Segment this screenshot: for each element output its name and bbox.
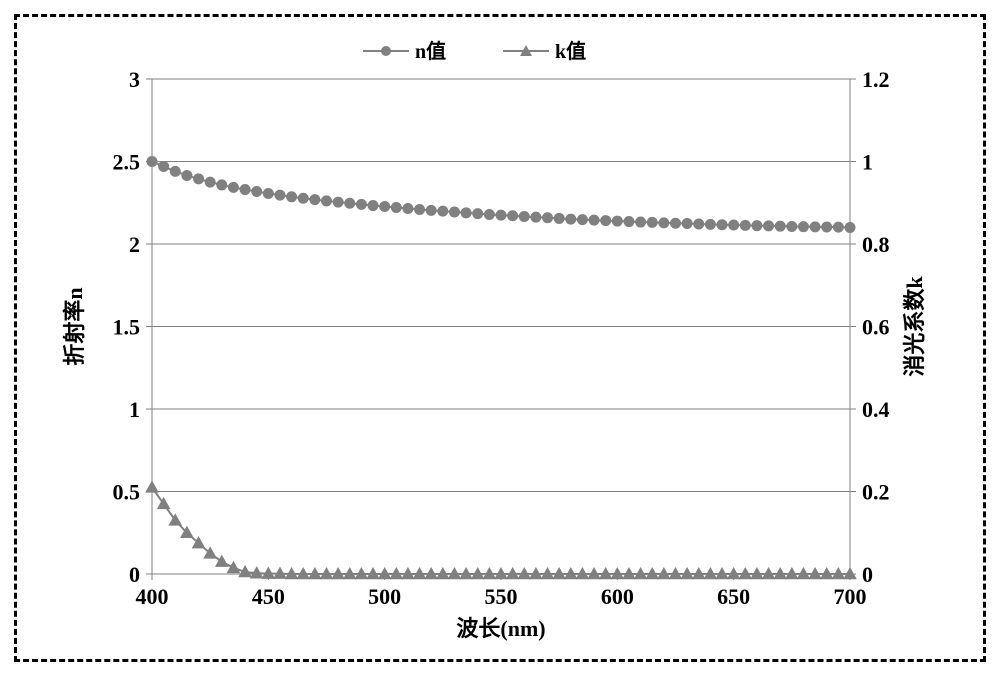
svg-text:n值: n值 xyxy=(415,39,446,63)
svg-text:1: 1 xyxy=(129,397,140,422)
svg-text:1.5: 1.5 xyxy=(113,315,141,340)
outer-container: 40045050055060065070000.511.522.5300.20.… xyxy=(0,0,1000,676)
svg-text:0.8: 0.8 xyxy=(862,232,890,257)
svg-text:650: 650 xyxy=(717,584,750,609)
svg-text:波长(nm): 波长(nm) xyxy=(456,616,545,641)
svg-text:600: 600 xyxy=(601,584,634,609)
svg-text:折射率n: 折射率n xyxy=(62,287,87,365)
svg-text:0: 0 xyxy=(862,562,873,587)
dashed-frame: 40045050055060065070000.511.522.5300.20.… xyxy=(14,14,986,662)
chart-area: 40045050055060065070000.511.522.5300.20.… xyxy=(37,29,963,647)
chart-svg: 40045050055060065070000.511.522.5300.20.… xyxy=(37,29,965,649)
svg-text:2.5: 2.5 xyxy=(113,150,141,175)
svg-text:1: 1 xyxy=(862,150,873,175)
svg-text:0.5: 0.5 xyxy=(113,480,141,505)
svg-text:消光系数k: 消光系数k xyxy=(902,276,927,377)
svg-text:3: 3 xyxy=(129,67,140,92)
svg-text:700: 700 xyxy=(834,584,867,609)
svg-text:400: 400 xyxy=(136,584,169,609)
svg-text:0.6: 0.6 xyxy=(862,315,890,340)
svg-text:2: 2 xyxy=(129,232,140,257)
svg-text:1.2: 1.2 xyxy=(862,67,890,92)
svg-text:0: 0 xyxy=(129,562,140,587)
svg-text:500: 500 xyxy=(368,584,401,609)
svg-text:0.2: 0.2 xyxy=(862,480,890,505)
svg-text:0.4: 0.4 xyxy=(862,397,890,422)
svg-text:k值: k值 xyxy=(555,39,586,63)
svg-text:550: 550 xyxy=(485,584,518,609)
svg-text:450: 450 xyxy=(252,584,285,609)
